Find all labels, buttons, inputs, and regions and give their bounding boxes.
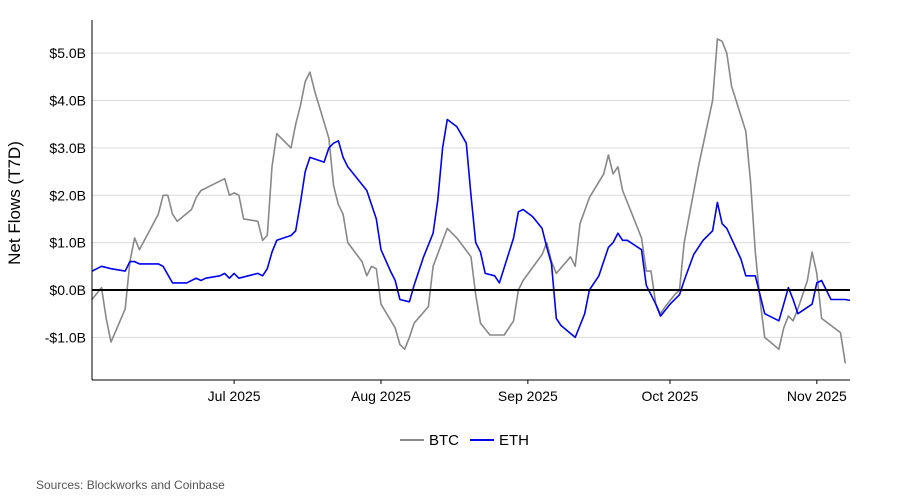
- series-lines: [92, 38, 850, 364]
- legend-label-eth: ETH: [499, 432, 529, 449]
- y-tick-label: $4.0B: [49, 93, 86, 109]
- y-tick-label: $2.0B: [49, 187, 86, 203]
- x-tick-label: Oct 2025: [642, 388, 699, 404]
- series-line-btc: [92, 38, 847, 364]
- legend: BTC ETH: [400, 432, 529, 449]
- x-tick-label: Nov 2025: [787, 388, 847, 404]
- y-tick-label: $5.0B: [49, 45, 86, 61]
- x-tick-label: Aug 2025: [351, 388, 411, 404]
- source-note: Sources: Blockworks and Coinbase: [36, 478, 225, 492]
- y-tick-label: $0.0B: [49, 282, 86, 298]
- y-axis-title: Net Flows (T7D): [5, 141, 24, 265]
- y-tick-label: $1.0B: [49, 235, 86, 251]
- legend-label-btc: BTC: [429, 432, 459, 449]
- y-tick-label: $3.0B: [49, 140, 86, 156]
- series-line-eth: [92, 118, 850, 339]
- y-tick-label: -$1.0B: [45, 329, 86, 345]
- axes: -$1.0B $0.0B $1.0B $2.0B $3.0B $4.0B $5.0B Jul …: [45, 20, 850, 404]
- x-tick-label: Sep 2025: [498, 388, 558, 404]
- x-tick-label: Jul 2025: [208, 388, 261, 404]
